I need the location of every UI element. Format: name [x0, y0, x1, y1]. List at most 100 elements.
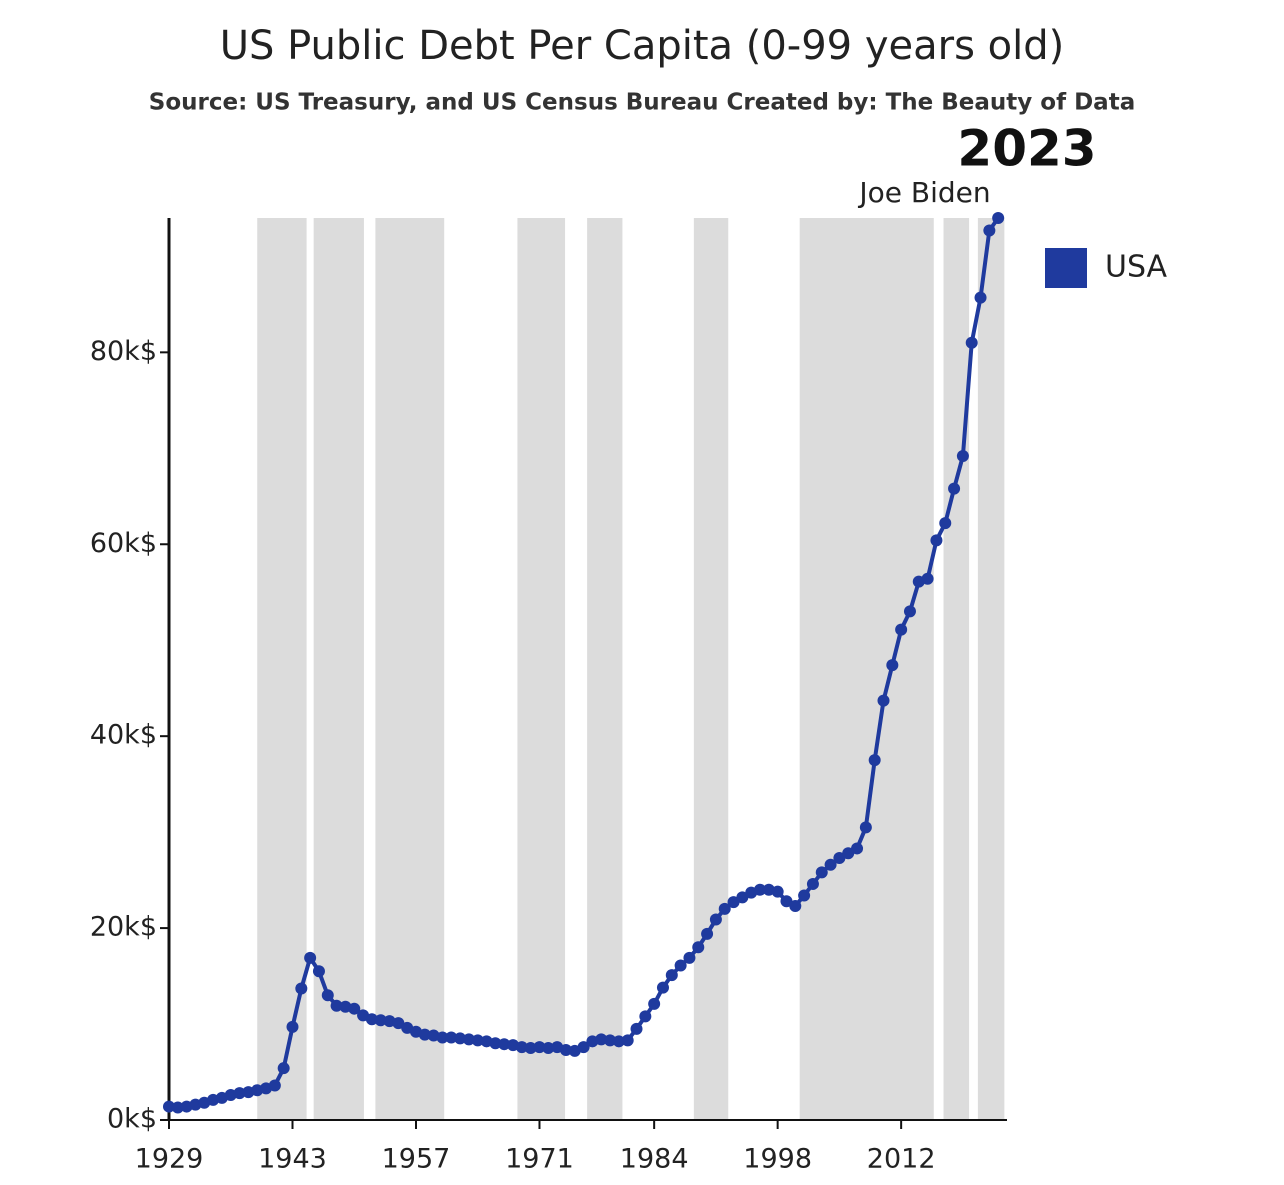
x-tick-label: 1971	[505, 1144, 574, 1175]
legend-label: USA	[1105, 250, 1168, 285]
data-point	[833, 852, 846, 865]
shaded-period	[257, 218, 307, 1120]
x-tick-label: 1984	[620, 1144, 689, 1175]
data-point	[692, 941, 705, 954]
y-tick-label: 20k$	[90, 912, 157, 943]
data-point	[304, 951, 317, 964]
data-point	[268, 1079, 281, 1092]
data-point	[524, 1042, 537, 1055]
data-point	[798, 889, 811, 902]
data-point	[965, 336, 978, 349]
data-point	[895, 623, 908, 636]
data-point	[992, 212, 1005, 224]
data-point	[639, 1010, 652, 1023]
data-point	[604, 1034, 617, 1047]
data-point	[754, 883, 767, 896]
data-point	[595, 1033, 608, 1046]
x-tick-label: 1957	[382, 1144, 451, 1175]
data-point	[392, 1017, 405, 1030]
data-point	[903, 605, 916, 618]
x-tick-label: 1943	[258, 1144, 327, 1175]
data-point	[948, 482, 961, 495]
shaded-period	[313, 218, 364, 1120]
data-point	[559, 1043, 572, 1056]
shaded-period	[517, 218, 566, 1120]
data-point	[612, 1035, 625, 1048]
shaded-period	[977, 218, 1005, 1120]
data-point	[868, 754, 881, 767]
data-point	[718, 902, 731, 915]
data-point	[921, 572, 934, 585]
data-point	[348, 1002, 361, 1015]
data-point	[295, 982, 308, 995]
data-point	[656, 981, 669, 994]
data-point	[815, 866, 828, 879]
data-point	[330, 999, 343, 1012]
data-point	[621, 1034, 634, 1047]
data-point	[286, 1020, 299, 1033]
president-annotation: Joe Biden	[857, 176, 990, 209]
data-point	[806, 877, 819, 890]
data-point	[842, 847, 855, 860]
data-point	[886, 659, 899, 672]
data-point	[930, 534, 943, 547]
chart-title: US Public Debt Per Capita (0-99 years ol…	[220, 23, 1064, 69]
data-point	[365, 1013, 378, 1026]
data-point	[859, 821, 872, 834]
data-point	[462, 1033, 475, 1046]
shaded-period	[375, 218, 445, 1120]
data-point	[533, 1041, 546, 1054]
x-tick-label: 1998	[743, 1144, 812, 1175]
data-point	[163, 1100, 175, 1113]
data-point	[727, 896, 740, 909]
data-point	[515, 1041, 528, 1054]
data-point	[436, 1031, 449, 1044]
data-point	[665, 969, 678, 982]
data-point	[233, 1087, 246, 1100]
data-point	[321, 989, 334, 1002]
data-point	[418, 1028, 431, 1041]
y-tick-label: 80k$	[90, 336, 157, 367]
data-point	[471, 1034, 484, 1047]
data-point	[374, 1014, 387, 1027]
x-tick-label: 2012	[867, 1144, 936, 1175]
data-point	[956, 449, 969, 462]
legend-swatch	[1045, 248, 1087, 288]
data-point	[780, 895, 793, 908]
data-point	[983, 224, 996, 237]
data-point	[674, 959, 687, 972]
data-point	[701, 927, 714, 940]
data-point	[789, 900, 802, 913]
data-point	[171, 1101, 184, 1114]
data-point	[489, 1037, 502, 1050]
data-point	[877, 694, 890, 707]
y-tick-label: 0k$	[107, 1104, 157, 1135]
data-point	[454, 1032, 467, 1045]
data-point	[683, 951, 696, 964]
data-point	[974, 291, 987, 304]
data-point	[851, 842, 864, 855]
data-point	[939, 517, 952, 530]
shaded-period	[587, 218, 623, 1120]
shaded-period	[943, 218, 970, 1120]
data-point	[648, 997, 661, 1010]
shaded-period	[799, 218, 934, 1120]
data-point	[771, 885, 784, 898]
chart-subtitle: Source: US Treasury, and US Census Burea…	[149, 90, 1135, 116]
data-point	[709, 913, 722, 926]
year-annotation: 2023	[957, 120, 1096, 178]
y-tick-label: 60k$	[90, 528, 157, 559]
data-point	[577, 1041, 590, 1054]
shaded-period	[693, 218, 729, 1120]
data-point	[542, 1042, 555, 1055]
x-tick-label: 1929	[135, 1144, 204, 1175]
y-tick-label: 40k$	[90, 720, 157, 751]
data-point	[312, 965, 325, 978]
data-point	[277, 1062, 290, 1075]
data-point	[736, 891, 749, 904]
data-point	[498, 1038, 511, 1051]
data-point	[630, 1022, 643, 1035]
data-point	[445, 1031, 458, 1044]
data-point	[824, 858, 837, 871]
